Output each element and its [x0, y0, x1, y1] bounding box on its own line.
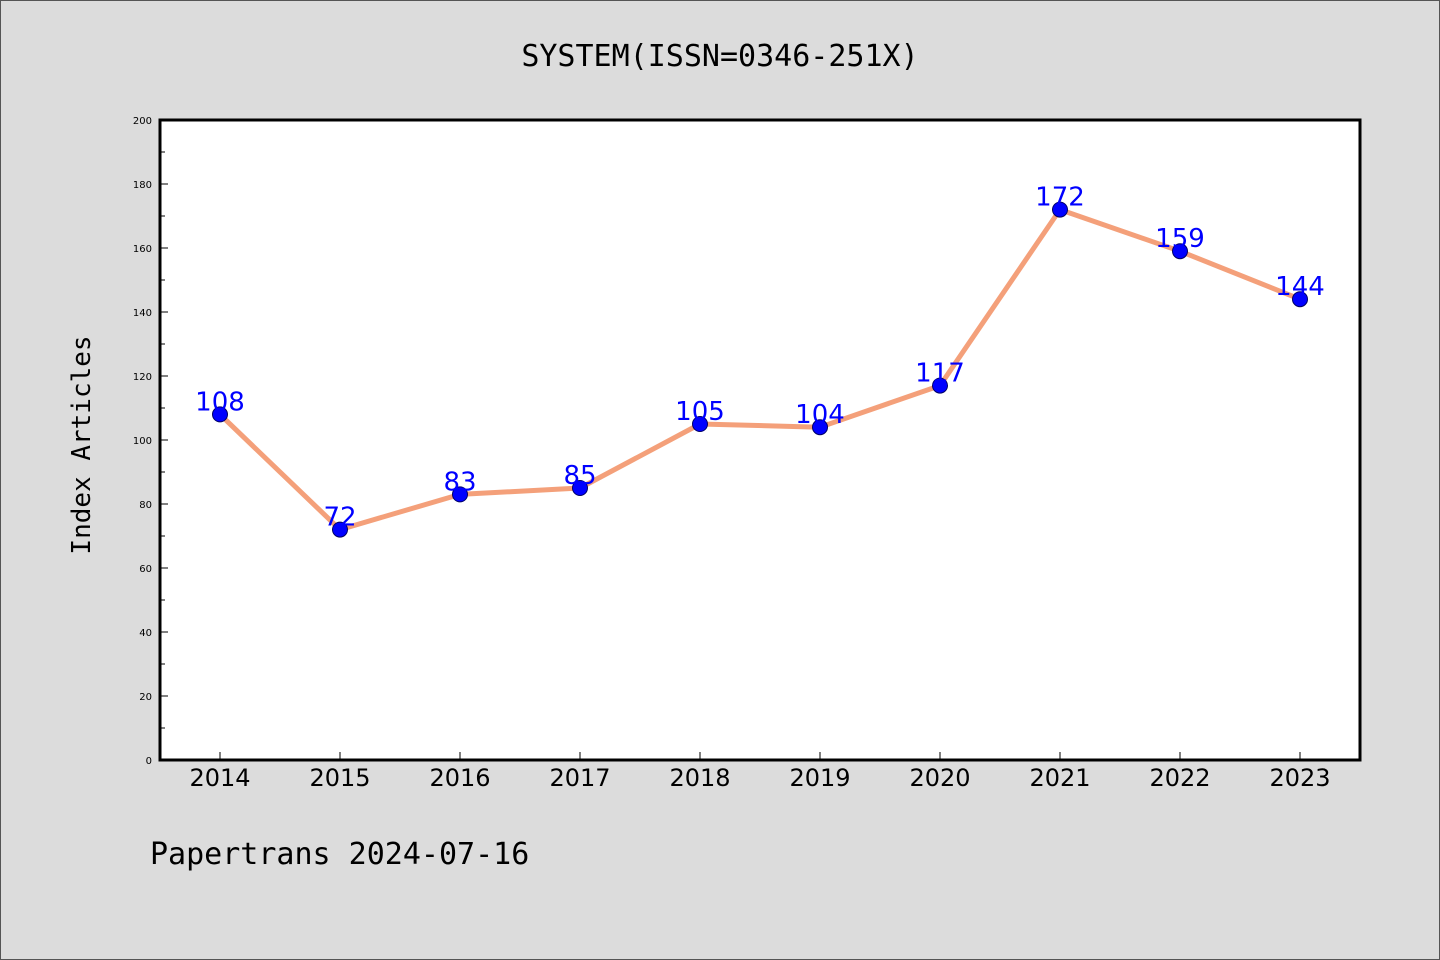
y-tick-label: 140 — [133, 308, 152, 319]
data-label: 83 — [443, 467, 476, 497]
x-tick-label: 2016 — [429, 764, 490, 792]
y-axis-label: Index Articles — [67, 335, 97, 554]
data-label: 117 — [915, 359, 965, 389]
chart-title: SYSTEM(ISSN=0346-251X) — [521, 39, 918, 74]
data-point — [1172, 243, 1188, 260]
plot-border — [158, 118, 1362, 762]
y-tick-label: 200 — [133, 116, 152, 127]
x-tick-label: 2017 — [549, 764, 610, 792]
footer-text: Papertrans 2024-07-16 — [150, 837, 529, 872]
y-tick-label: 40 — [139, 628, 152, 639]
data-point — [212, 406, 228, 423]
x-tick-label: 2019 — [789, 764, 850, 792]
data-point — [1292, 291, 1308, 308]
data-point — [452, 486, 468, 503]
data-label: 159 — [1155, 224, 1205, 254]
y-tick-label: 180 — [133, 180, 152, 191]
x-tick-label: 2018 — [669, 764, 730, 792]
x-tick-label: 2020 — [909, 764, 970, 792]
data-label: 172 — [1035, 183, 1085, 213]
x-tick-label: 2014 — [189, 764, 250, 792]
y-tick-label: 60 — [139, 564, 152, 575]
x-tick-label: 2015 — [309, 764, 370, 792]
data-point — [932, 377, 948, 394]
data-label: 108 — [195, 387, 245, 417]
y-tick-label: 120 — [133, 372, 152, 383]
plot-area — [160, 120, 1360, 760]
data-label-layer: 108 72 83 85 105 104 117 172 159 144 — [195, 183, 1325, 533]
x-axis-ticks: 2014 2015 2016 2017 2018 2019 2020 2021 2022 2023 — [189, 752, 1331, 792]
data-point — [692, 416, 708, 432]
y-tick-label: 100 — [133, 436, 152, 447]
x-tick-label: 2022 — [1149, 764, 1210, 792]
x-tick-label: 2023 — [1269, 764, 1330, 792]
data-point — [812, 419, 828, 436]
series-line — [217, 207, 1303, 533]
y-tick-label: 80 — [139, 500, 152, 511]
data-point — [1052, 201, 1068, 218]
data-label: 105 — [675, 397, 725, 427]
series-marker-layer — [212, 201, 1308, 538]
data-point — [572, 480, 588, 496]
data-label: 104 — [795, 400, 845, 430]
data-label: 85 — [563, 461, 596, 491]
data-label: 72 — [323, 503, 356, 533]
data-label: 144 — [1275, 272, 1325, 302]
y-tick-label: 20 — [139, 692, 152, 703]
data-point — [332, 521, 348, 538]
x-tick-label: 2021 — [1029, 764, 1090, 792]
y-tick-label: 160 — [133, 244, 152, 255]
series-line-layer — [217, 207, 1303, 533]
y-tick-label: 0 — [146, 756, 152, 767]
